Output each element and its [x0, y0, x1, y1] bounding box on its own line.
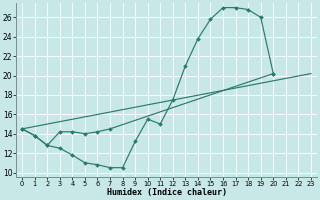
X-axis label: Humidex (Indice chaleur): Humidex (Indice chaleur)	[107, 188, 227, 197]
